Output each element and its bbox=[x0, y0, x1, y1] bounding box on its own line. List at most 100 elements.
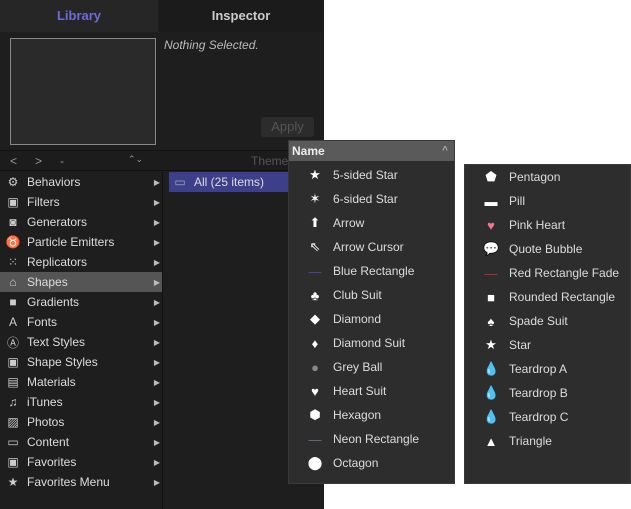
shape-item[interactable]: 💬 Quote Bubble bbox=[465, 237, 630, 261]
sidebar-item-label: Materials bbox=[27, 375, 76, 389]
sidebar-item-label: iTunes bbox=[27, 395, 63, 409]
sidebar-item-fonts[interactable]: A Fonts ▶ bbox=[0, 312, 162, 332]
disclosure-arrow-icon: ▶ bbox=[153, 257, 160, 267]
disclosure-arrow-icon: ▶ bbox=[153, 477, 160, 487]
tab-inspector[interactable]: Inspector bbox=[158, 0, 324, 32]
shape-list-column-1: Name ^ ★ 5-sided Star ✶ 6-sided Star ⬆ Arrow ⇖… bbox=[288, 140, 455, 484]
sidebar-item-shapes[interactable]: ⌂ Shapes ▶ bbox=[0, 272, 162, 292]
sidebar-item-photos[interactable]: ▨ Photos ▶ bbox=[0, 412, 162, 432]
folder-all[interactable]: ▭ All (25 items) bbox=[169, 172, 324, 192]
red-line-icon: — bbox=[484, 265, 498, 281]
filters-icon: ▣ bbox=[7, 195, 19, 209]
shape-item[interactable]: — Neon Rectangle bbox=[289, 427, 454, 451]
shape-item-label: Teardrop B bbox=[509, 386, 568, 400]
teardrop-icon: 💧 bbox=[483, 385, 500, 400]
disclosure-arrow-icon: ▶ bbox=[153, 197, 160, 207]
disclosure-arrow-icon: ▶ bbox=[153, 357, 160, 367]
shape-item[interactable]: ✶ 6-sided Star bbox=[289, 187, 454, 211]
sidebar-item-label: Replicators bbox=[27, 255, 88, 269]
sidebar-item-replicators[interactable]: ⁙ Replicators ▶ bbox=[0, 252, 162, 272]
teardrop-icon: 💧 bbox=[483, 361, 500, 376]
shape-item-label: Arrow bbox=[333, 216, 365, 230]
heart-icon: ♥ bbox=[311, 383, 319, 399]
shape-item[interactable]: 💧 Teardrop C bbox=[465, 405, 630, 429]
shape-item[interactable]: ★ Star bbox=[465, 333, 630, 357]
disclosure-arrow-icon: ▶ bbox=[153, 277, 160, 287]
neon-line-icon: — bbox=[308, 431, 322, 447]
shapes-icon: ⌂ bbox=[9, 275, 17, 289]
path-popup[interactable]: - bbox=[60, 154, 64, 168]
shape-item-label: Hexagon bbox=[333, 408, 382, 422]
tab-library[interactable]: Library bbox=[0, 0, 158, 32]
apply-button[interactable]: Apply bbox=[261, 117, 314, 137]
pink-heart-icon: ♥ bbox=[487, 217, 495, 233]
favorites-icon: ▣ bbox=[7, 455, 19, 469]
shape-item-label: Pentagon bbox=[509, 170, 561, 184]
shape-item[interactable]: — Blue Rectangle bbox=[289, 259, 454, 283]
name-column-header[interactable]: Name ^ bbox=[289, 141, 454, 161]
replicator-icon: ⁙ bbox=[7, 255, 19, 269]
shape-item[interactable]: ♠ Spade Suit bbox=[465, 309, 630, 333]
sidebar-item-favorites[interactable]: ▣ Favorites ▶ bbox=[0, 452, 162, 472]
shape-item[interactable]: ♦ Diamond Suit bbox=[289, 331, 454, 355]
shape-item[interactable]: ⬢ Hexagon bbox=[289, 403, 454, 427]
shape-item[interactable]: ▲ Triangle bbox=[465, 429, 630, 453]
shape-item[interactable]: ● Grey Ball bbox=[289, 355, 454, 379]
disclosure-arrow-icon: ▶ bbox=[153, 237, 160, 247]
theme-popup[interactable]: Theme bbox=[251, 154, 289, 168]
shape-item[interactable]: ⬤ Octagon bbox=[289, 451, 454, 475]
teardrop-icon: 💧 bbox=[483, 409, 500, 424]
shape-item-label: Heart Suit bbox=[333, 384, 387, 398]
shape-item[interactable]: ■ Rounded Rectangle bbox=[465, 285, 630, 309]
shape-item-label: Spade Suit bbox=[509, 314, 568, 328]
sidebar-item-materials[interactable]: ▤ Materials ▶ bbox=[0, 372, 162, 392]
shape-item[interactable]: ◆ Diamond bbox=[289, 307, 454, 331]
shape-item[interactable]: 💧 Teardrop A bbox=[465, 357, 630, 381]
back-button[interactable]: < bbox=[10, 154, 18, 168]
pill-icon: ▬ bbox=[484, 193, 498, 209]
font-icon: A bbox=[8, 315, 17, 329]
shape-item-label: Pink Heart bbox=[509, 218, 566, 232]
shape-item-label: Red Rectangle Fade bbox=[509, 266, 620, 280]
sidebar-item-particle-emitters[interactable]: ♉ Particle Emitters ▶ bbox=[0, 232, 162, 252]
shape-item[interactable]: ★ 5-sided Star bbox=[289, 163, 454, 187]
shape-item[interactable]: ♥ Pink Heart bbox=[465, 213, 630, 237]
folder-label: All (25 items) bbox=[194, 175, 265, 189]
gear-icon: ⚙ bbox=[7, 175, 19, 189]
disclosure-arrow-icon: ▶ bbox=[153, 377, 160, 387]
shape-item[interactable]: ♣ Club Suit bbox=[289, 283, 454, 307]
sidebar-item-shape-styles[interactable]: ▣ Shape Styles ▶ bbox=[0, 352, 162, 372]
shape-item-label: Star bbox=[509, 338, 532, 352]
disclosure-arrow-icon: ▶ bbox=[153, 437, 160, 447]
shape-item[interactable]: 💧 Teardrop B bbox=[465, 381, 630, 405]
sidebar-item-content[interactable]: ▭ Content ▶ bbox=[0, 432, 162, 452]
shape-item[interactable]: ⇖ Arrow Cursor bbox=[289, 235, 454, 259]
sidebar-item-gradients[interactable]: ■ Gradients ▶ bbox=[0, 292, 162, 312]
shape-item[interactable]: ♥ Heart Suit bbox=[289, 379, 454, 403]
club-icon: ♣ bbox=[310, 287, 320, 303]
sidebar-item-label: Content bbox=[27, 435, 70, 449]
forward-button[interactable]: > bbox=[35, 154, 43, 168]
disclosure-arrow-icon: ▶ bbox=[153, 177, 160, 187]
sidebar-item-generators[interactable]: ◙ Generators ▶ bbox=[0, 212, 162, 232]
photos-icon: ▨ bbox=[7, 415, 19, 429]
sidebar-item-text-styles[interactable]: Ⓐ Text Styles ▶ bbox=[0, 332, 162, 352]
shape-item[interactable]: ▬ Pill bbox=[465, 189, 630, 213]
shape-item-label: Octagon bbox=[333, 456, 379, 470]
shape-item[interactable]: — Red Rectangle Fade bbox=[465, 261, 630, 285]
sidebar-item-itunes[interactable]: ♫ iTunes ▶ bbox=[0, 392, 162, 412]
star-icon: ★ bbox=[485, 337, 497, 352]
sidebar-item-label: Shape Styles bbox=[27, 355, 98, 369]
diamond-icon: ◆ bbox=[310, 311, 320, 326]
triangle-icon: ▲ bbox=[484, 433, 498, 449]
sidebar-item-behaviors[interactable]: ⚙ Behaviors ▶ bbox=[0, 172, 162, 192]
sidebar-item-label: Filters bbox=[27, 195, 60, 209]
shape-item-label: Grey Ball bbox=[333, 360, 383, 374]
sidebar-item-favorites-menu[interactable]: ★ Favorites Menu ▶ bbox=[0, 472, 162, 492]
spade-icon: ♠ bbox=[487, 313, 495, 329]
sidebar-item-filters[interactable]: ▣ Filters ▶ bbox=[0, 192, 162, 212]
shape-item[interactable]: ⬆ Arrow bbox=[289, 211, 454, 235]
path-stepper-icon[interactable]: ⌃⌄ bbox=[128, 154, 144, 164]
disclosure-arrow-icon: ▶ bbox=[153, 297, 160, 307]
shape-item[interactable]: ⬟ Pentagon bbox=[465, 165, 630, 189]
